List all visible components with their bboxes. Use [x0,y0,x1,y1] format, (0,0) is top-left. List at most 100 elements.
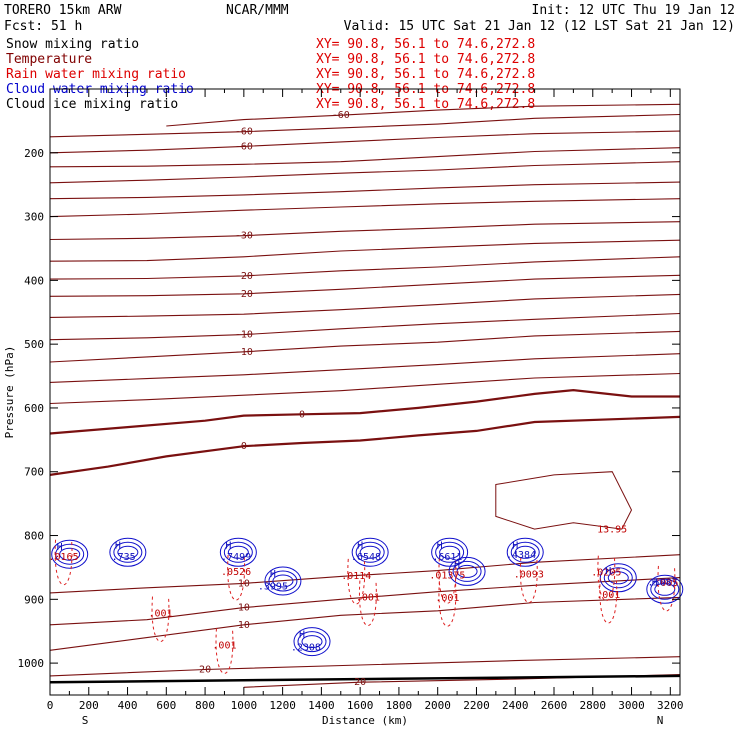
cloud-water-contour [607,571,629,585]
cloud-water-contour [514,545,536,559]
field-xy: XY= 90.8, 56.1 to 74.6,272.8 [316,37,535,52]
temperature-contour [49,596,681,651]
temperature-contours [49,103,681,688]
x-tick-label: 1800 [386,699,413,712]
temperature-contour [49,554,681,594]
rain-water-label: .001 [148,609,172,620]
cloud-water-contour [109,537,147,567]
temperature-contour [49,161,681,184]
temperature-contour-label: 20 [354,677,366,688]
x-tick-label: 1000 [231,699,258,712]
rain-water-contour [215,628,234,674]
cloud-water-label: H [299,630,305,641]
cloud-water-contour [452,560,482,582]
cloud-water-label: H [454,559,460,570]
init-time: Init: 12 UTC Thu 19 Jan 12 [532,3,736,18]
cloud-water-label: .735 [112,552,136,563]
valid-time: Valid: 15 UTC Sat 21 Jan 12 (12 LST Sat … [344,19,735,34]
cloud-water-label: .6611 [432,552,462,563]
temperature-contour [166,103,681,127]
x-tick-label: 2200 [463,699,490,712]
temperature-contour-label: -30 [235,231,253,242]
y-tick-label: 1000 [18,657,45,670]
temperature-contour [49,388,680,435]
temperature-contour [49,239,681,262]
cloud-water-contour [55,543,85,565]
cloud-water-label: H [57,542,63,553]
cloud-water-contour [264,566,302,596]
rain-water-label: .0093 [514,570,544,581]
temperature-contour [49,330,681,363]
temperature-contour [49,577,681,626]
cloud-water-contour [448,556,486,586]
temperature-contour-loop [495,471,633,530]
x-tick-label: 0 [47,699,54,712]
x-tick-label: 800 [195,699,215,712]
cloud-water-label: H [512,540,518,551]
temperature-contour-label: 20 [199,664,211,675]
cloud-water-label: H [437,540,443,551]
endpoint-right: N [657,714,664,727]
cloud-water-label: H [357,540,363,551]
temperature-contour-label: -20 [235,271,253,282]
temperature-contour-label: -60 [332,110,350,121]
cloud-water-label: H [652,577,658,588]
temperature-contour [49,274,681,297]
temperature-contour-label: -60 [235,141,253,152]
temperature-contour-label: 0 [241,441,247,452]
cloud-water-label: .6548 [351,552,381,563]
cloud-water-contour [268,570,298,592]
rain-water-contour [438,581,457,627]
field-xy: XY= 90.8, 56.1 to 74.6,272.8 [316,67,535,82]
model-title: TORERO 15km ARW [4,3,122,18]
cloud-water-contour [599,563,637,593]
temperature-contour [49,130,681,154]
cloud-water-label: H [605,566,611,577]
forecast-hour: Fcst: 51 h [4,19,82,34]
temperature-contour-label: 10 [238,620,250,631]
temperature-contour [49,198,681,218]
cloud-water-contour [51,539,89,569]
temperature-contour [49,312,681,341]
y-tick-label: 700 [24,466,44,479]
rain-water-contour [657,565,676,612]
temperature-contour [49,256,681,280]
field-name: Temperature [6,52,92,67]
x-tick-label: 200 [79,699,99,712]
temperature-contour [49,353,681,383]
rain-water-label: .0526 [221,567,251,578]
cloud-water-contours [51,537,684,657]
x-tick-label: 600 [156,699,176,712]
rain-water-contour [599,578,618,624]
x-tick-label: 1200 [269,699,296,712]
temperature-contour [49,372,681,405]
x-tick-label: 2400 [502,699,529,712]
endpoint-left: S [82,714,89,727]
rain-water-contour [519,557,538,603]
temperature-contour-label: -10 [235,347,253,358]
cloud-water-label: .3995 [258,582,288,593]
cloud-water-contour [223,541,253,563]
center-title: NCAR/MMM [226,3,289,18]
y-tick-label: 400 [24,274,44,287]
cloud-water-contour [456,564,478,578]
cloud-water-contour [351,537,389,567]
cloud-water-contour [603,567,633,589]
surface-line [49,674,681,684]
cloud-water-contour [435,541,465,563]
rain-water-label: .005 [654,578,678,589]
x-tick-label: 2600 [541,699,568,712]
cloud-water-contour [117,545,139,559]
x-tick-label: 1400 [308,699,335,712]
rain-water-label: .0165 [49,552,79,563]
rain-water-label: .0205 [591,568,621,579]
cloud-water-contour [293,627,331,657]
cloud-water-contour [439,545,461,559]
cloud-water-label: H [115,540,121,551]
rain-water-contour [54,539,73,585]
cloud-water-label: H [270,569,276,580]
rain-water-label: .0114 [341,571,371,582]
temperature-contour-label: 10 [238,603,250,614]
y-tick-label: 900 [24,593,44,606]
cloud-water-contour [510,541,540,563]
